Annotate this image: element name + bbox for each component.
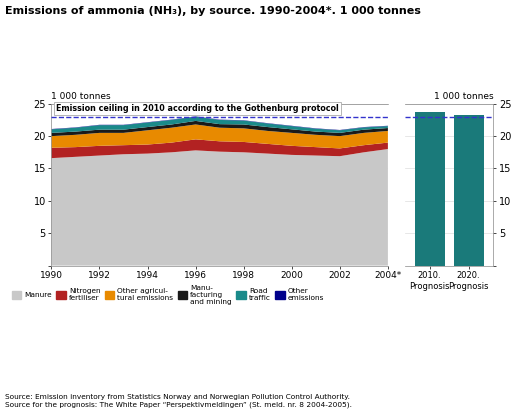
Text: Emission ceiling in 2010 according to the Gothenburg protocol: Emission ceiling in 2010 according to th…: [56, 104, 339, 113]
Legend: Manure, Nitrogen
fertiliser, Other agricul-
tural emissions, Manu-
facturing
and: Manure, Nitrogen fertiliser, Other agric…: [9, 282, 327, 308]
Text: 1 000 tonnes: 1 000 tonnes: [51, 92, 111, 100]
Text: 1 000 tonnes: 1 000 tonnes: [434, 92, 493, 100]
Text: Emissions of ammonia (NH₃), by source. 1990-2004*. 1 000 tonnes: Emissions of ammonia (NH₃), by source. 1…: [5, 6, 421, 16]
Bar: [415, 112, 445, 266]
Text: Source: Emission inventory from Statistics Norway and Norwegian Pollution Contro: Source: Emission inventory from Statisti…: [5, 394, 352, 408]
Bar: [453, 115, 484, 266]
